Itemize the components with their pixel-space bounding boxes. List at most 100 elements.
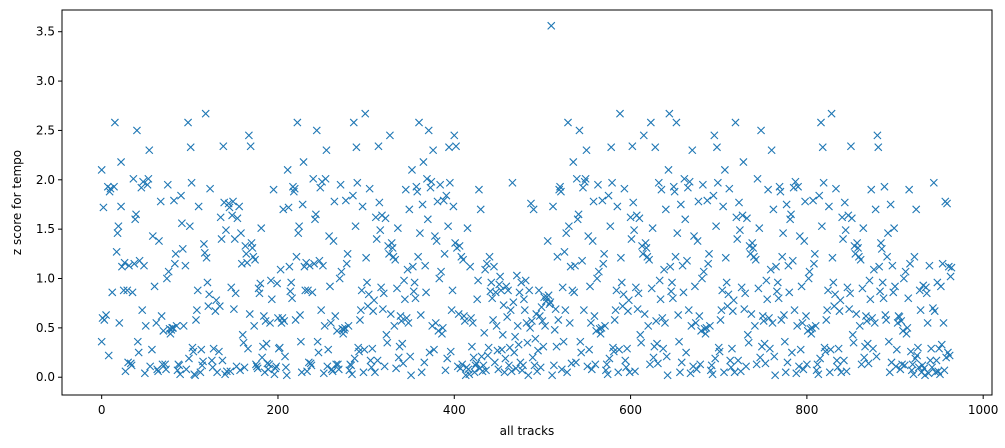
data-point [656,295,665,304]
data-point [123,286,132,295]
x-tick-label: 1000 [968,403,999,417]
data-point [947,263,956,272]
data-point [876,287,885,296]
data-point [544,291,553,300]
data-point [104,351,113,360]
data-point [708,370,717,379]
data-point [930,307,939,316]
x-axis: 0 200 400 600 800 1000 [98,395,999,417]
data-point [178,244,187,253]
data-point [125,261,133,270]
data-point [593,180,602,189]
data-point [858,284,867,293]
data-point [932,356,941,365]
data-point [284,203,293,212]
data-point [660,318,669,327]
data-point [432,237,441,245]
data-point [616,109,624,118]
data-point [495,280,504,289]
data-point [145,146,154,155]
data-point [207,356,216,365]
data-point [406,352,415,361]
data-point [438,323,447,332]
data-point [888,261,897,270]
data-point [658,314,667,322]
data-point [502,282,511,291]
data-point [196,368,205,377]
data-point [598,196,607,205]
data-point [511,364,520,373]
data-point [266,276,275,285]
data-point [115,318,124,327]
data-point [287,278,296,287]
data-point [315,256,324,265]
data-point [612,286,621,295]
data-point [236,229,245,238]
data-point [610,315,619,324]
data-point [529,205,538,214]
data-point [822,315,831,324]
data-point [811,321,820,330]
data-point [779,311,788,320]
data-point [653,339,662,348]
data-point [740,305,749,314]
data-point [605,354,614,363]
data-point [290,184,299,193]
y-tick-label: 0.5 [36,321,55,335]
data-point [710,131,719,140]
data-point [417,368,426,377]
data-point [631,283,640,292]
data-point [587,365,596,374]
data-point [299,158,308,167]
data-point [496,272,505,281]
data-point [581,174,590,183]
data-point [476,205,485,214]
data-point [204,302,213,311]
data-point [526,323,535,332]
data-point [560,247,569,256]
data-point [842,367,851,376]
data-point [698,180,707,189]
data-point [733,235,742,244]
data-point [117,262,126,271]
data-point [313,337,322,346]
data-point [472,359,481,368]
data-point [288,294,297,303]
data-point [97,165,106,174]
data-point [788,256,797,265]
data-point [602,360,611,369]
data-point [405,205,414,214]
data-point [352,143,361,152]
data-point [293,118,302,127]
data-point [206,184,215,193]
data-point [513,321,522,330]
data-point [552,342,561,351]
data-point [883,252,892,261]
data-point [243,258,252,267]
data-point [199,239,208,248]
data-point [205,290,214,299]
data-point [637,338,646,347]
data-point [362,253,371,262]
data-point [890,224,899,233]
data-point [895,313,904,322]
data-point [716,315,725,324]
data-point [910,252,919,261]
data-point [785,288,794,297]
data-point [325,282,334,291]
data-point [267,295,276,304]
data-point [373,356,382,365]
data-point [526,199,535,208]
data-point [520,306,529,315]
data-point [588,237,597,245]
data-point [667,287,676,296]
data-point [590,312,599,321]
data-point [580,177,589,186]
data-point [282,371,291,380]
data-point [320,321,329,330]
data-point [176,370,185,379]
data-point [639,131,648,140]
data-point [497,345,506,354]
data-point [665,109,674,118]
data-point [357,286,366,295]
